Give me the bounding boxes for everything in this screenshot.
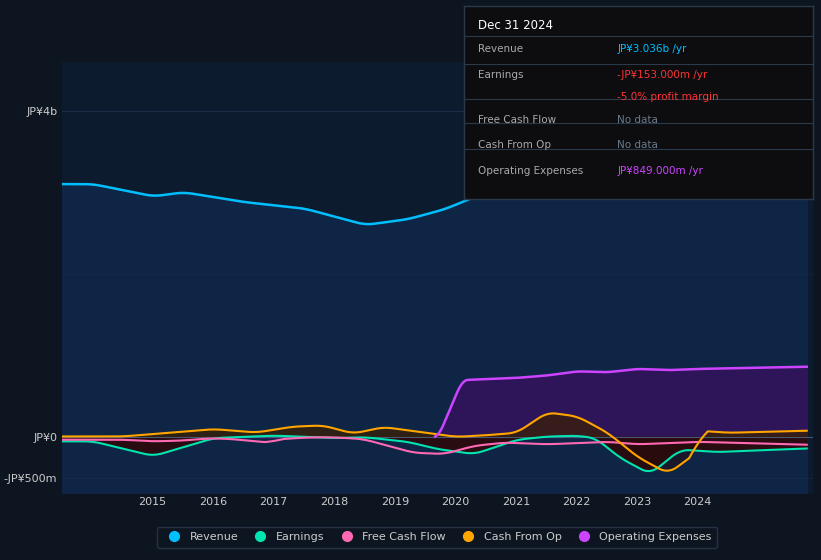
Text: Earnings: Earnings <box>478 71 523 80</box>
Text: No data: No data <box>617 140 658 150</box>
Text: -5.0% profit margin: -5.0% profit margin <box>617 92 719 101</box>
Text: JP¥849.000m /yr: JP¥849.000m /yr <box>617 166 704 176</box>
Text: Dec 31 2024: Dec 31 2024 <box>478 19 553 32</box>
Text: Revenue: Revenue <box>478 44 523 54</box>
Text: -JP¥153.000m /yr: -JP¥153.000m /yr <box>617 71 708 80</box>
Legend: Revenue, Earnings, Free Cash Flow, Cash From Op, Operating Expenses: Revenue, Earnings, Free Cash Flow, Cash … <box>157 526 718 548</box>
Text: Free Cash Flow: Free Cash Flow <box>478 115 556 125</box>
Text: JP¥3.036b /yr: JP¥3.036b /yr <box>617 44 687 54</box>
Text: No data: No data <box>617 115 658 125</box>
Text: Operating Expenses: Operating Expenses <box>478 166 583 176</box>
Text: Cash From Op: Cash From Op <box>478 140 551 150</box>
